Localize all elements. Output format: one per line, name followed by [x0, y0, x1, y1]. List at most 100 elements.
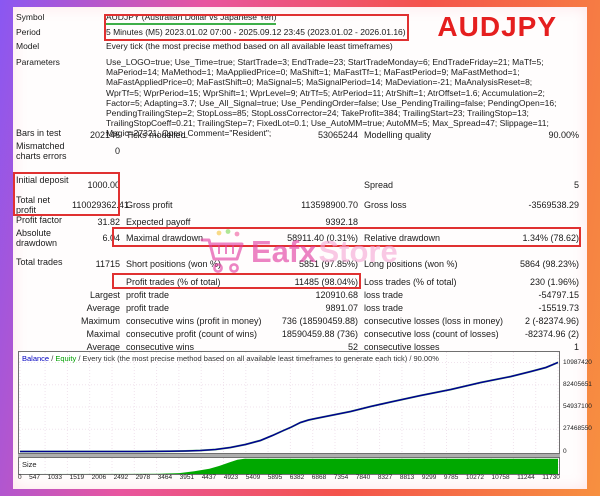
stat-label: consecutive wins — [126, 341, 195, 352]
stat-label: Gross profit — [126, 200, 173, 210]
stat-value: 90.00% — [548, 129, 579, 140]
stat-value: 1000.00 — [87, 180, 120, 190]
stats-row: Mismatched charts errors 0 — [13, 141, 587, 161]
stat-value: 9392.18 — [325, 216, 358, 227]
stat-label: loss trade — [364, 302, 404, 313]
symbol-row: Symbol AUDJPY (Australian Dollar vs Japa… — [16, 12, 584, 25]
symbol-value: AUDJPY (Australian Dollar vs Japanese Ye… — [106, 12, 584, 25]
stat-pair: Ticks modelled 53065244 — [120, 130, 358, 140]
stat-label: Mismatched charts errors — [16, 141, 67, 161]
y-axis-label: 0 — [563, 447, 567, 455]
stat-value: 11715 — [95, 258, 120, 269]
x-axis-label: 7354 — [333, 474, 349, 481]
stat-pair: profit trade 120910.68 — [120, 290, 358, 300]
stat-pair: consecutive wins (profit in money) 736 (1… — [120, 316, 358, 326]
x-axis-label: 5895 — [267, 474, 283, 481]
stats-row: Largest profit trade 120910.68 loss trade -5… — [13, 288, 587, 301]
chart-panel-divider — [18, 454, 560, 457]
stat-value: 120910.68 — [315, 289, 358, 300]
stat-label: Absolute drawdown — [16, 228, 58, 248]
legend-separator: / — [49, 354, 56, 363]
parameters-value: Use_LOGO=true; Use_Time=true; StartTrade… — [106, 57, 557, 139]
symbol-label: Symbol — [16, 12, 45, 22]
x-axis-labels: 0 547 1033 1519 2006 2492 2978 3464 3951 4437 4923… — [18, 474, 560, 481]
stat-label: Loss trades (% of total) — [364, 276, 457, 287]
stat-value: 18590459.88 (736) — [281, 328, 358, 339]
stat-pair: Spread 5 — [358, 180, 579, 190]
stat-value: -15519.73 — [538, 302, 579, 313]
stat-label: Spread — [364, 180, 394, 190]
stat-value: 0 — [114, 146, 120, 156]
stat-pair: Long positions (won %) 5864 (98.23%) — [358, 259, 579, 269]
stat-pair: consecutive profit (count of wins) 185904… — [120, 329, 358, 339]
stat-value: 52 — [347, 341, 358, 352]
stat-label: Profit trades (% of total) — [126, 276, 221, 287]
stats-row: Average consecutive wins 52 consecutive los… — [13, 340, 587, 353]
chart-legend: Balance / Equity / Every tick (the most … — [22, 354, 439, 363]
stat-value: 202146 — [89, 129, 120, 140]
stat-label: Expected payoff — [126, 216, 191, 227]
period-value: 5 Minutes (M5) 2023.01.02 07:00 - 2025.0… — [106, 27, 406, 37]
y-axis-label: 82405651 — [563, 380, 592, 388]
stat-label: profit trade — [126, 289, 170, 300]
model-label: Model — [16, 41, 40, 51]
stat-value: Maximal — [86, 328, 120, 339]
y-axis-label: 54937100 — [563, 403, 592, 410]
x-axis-label: 1033 — [47, 474, 63, 481]
stat-label: Modelling quality — [364, 129, 432, 140]
x-axis-label: 8327 — [377, 474, 393, 481]
stat-pair: consecutive losses (loss in money) 2 (-82… — [358, 316, 579, 326]
x-axis-label: 6868 — [311, 474, 327, 481]
stat-value: -54797.15 — [538, 289, 579, 300]
stat-pair: Short positions (won %) 5851 (97.85%) — [120, 259, 358, 269]
stat-pair: Gross profit 113598900.70 — [120, 200, 358, 210]
y-axis-label: 10987420 — [563, 358, 592, 366]
stat-pair: loss trade -15519.73 — [358, 303, 579, 313]
size-chart-panel: Size — [18, 457, 560, 475]
stat-pair: consecutive losses 1 — [358, 342, 579, 352]
legend-balance: Balance — [22, 354, 50, 363]
stat-value: Largest — [89, 289, 120, 300]
stat-label: Total net profit — [16, 195, 51, 215]
x-axis-label: 6382 — [289, 474, 305, 481]
model-row: Model Every tick (the most precise metho… — [16, 41, 584, 52]
size-chart-svg — [19, 458, 559, 474]
stat-label: consecutive loss (count of losses) — [364, 328, 499, 339]
x-axis-label: 11730 — [542, 474, 560, 481]
stat-value: 1 — [573, 341, 579, 352]
x-axis-label: 547 — [29, 474, 41, 481]
stat-label: Short positions (won %) — [126, 258, 222, 269]
stat-label: loss trade — [364, 289, 404, 300]
stat-label: Relative drawdown — [364, 233, 441, 243]
stats-table: Bars in test 202146 Ticks modelled 53065244… — [13, 128, 587, 353]
x-axis-label: 2492 — [113, 474, 129, 481]
stat-value: 110029362.41 — [72, 200, 129, 210]
stat-pair: loss trade -54797.15 — [358, 290, 579, 300]
stats-row: Initial deposit 1000.00 Spread 5 — [13, 175, 587, 195]
stat-value: 2 (-82374.96) — [524, 315, 579, 326]
parameters-row: Parameters Use_LOGO=true; Use_Time=true;… — [16, 57, 584, 139]
stat-pair: consecutive loss (count of losses) -82374… — [358, 329, 579, 339]
stats-row: Bars in test 202146 Ticks modelled 53065244… — [13, 128, 587, 141]
x-axis-label: 11244 — [517, 474, 535, 481]
parameters-label: Parameters — [16, 57, 60, 67]
stat-pair: profit trade 9891.07 — [120, 303, 358, 313]
stat-value: 113598900.70 — [301, 200, 358, 210]
stats-section: Bars in test 202146 Ticks modelled 53065244… — [13, 128, 587, 353]
stat-value: 5864 (98.23%) — [519, 258, 579, 269]
x-axis-label: 8813 — [399, 474, 415, 481]
stat-pair: Profit trades (% of total) 11485 (98.04%) — [120, 277, 358, 287]
stats-row: Profit factor 31.82 Expected payoff 9392.18 — [13, 215, 587, 228]
x-axis-label: 2006 — [91, 474, 107, 481]
stats-row: Maximal consecutive profit (count of wins… — [13, 327, 587, 340]
x-axis-label: 2978 — [135, 474, 151, 481]
stat-value: 736 (18590459.88) — [281, 315, 358, 326]
stat-pair: Modelling quality 90.00% — [358, 130, 579, 140]
stat-label: Long positions (won %) — [364, 258, 458, 269]
x-axis-label: 4437 — [201, 474, 217, 481]
stat-value: 230 (1.96%) — [529, 276, 579, 287]
stat-label: consecutive wins (profit in money) — [126, 315, 262, 326]
stats-row: Absolute drawdown 6.04 Maximal drawdown 589… — [13, 228, 587, 248]
stat-pair: Expected payoff 9392.18 — [120, 217, 358, 227]
